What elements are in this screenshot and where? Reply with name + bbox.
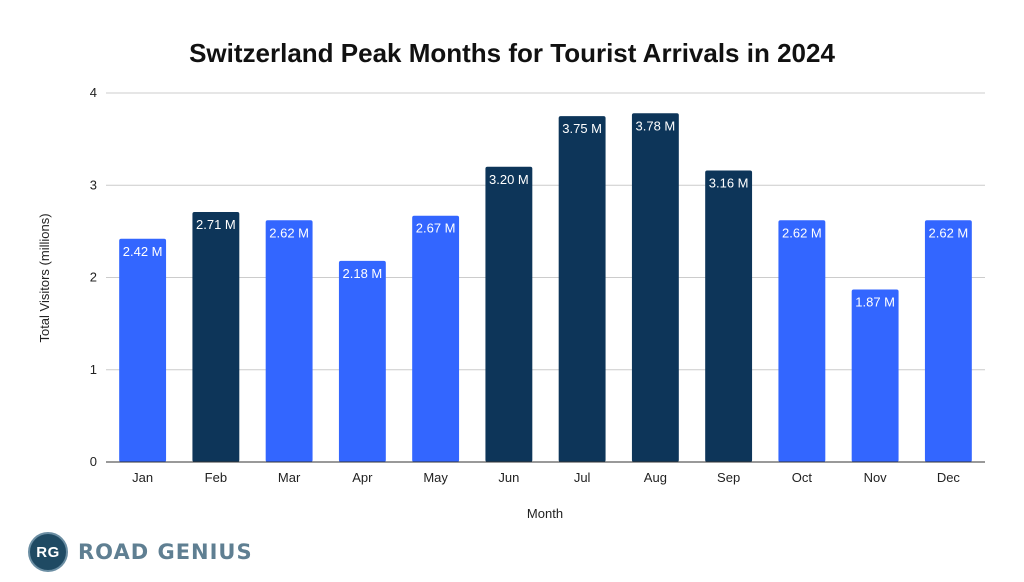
bar-value-label: 3.20 M bbox=[489, 172, 529, 187]
road-genius-logo: RG ROAD GENIUS bbox=[28, 530, 253, 574]
bar-value-label: 3.16 M bbox=[709, 175, 749, 190]
y-tick-label: 0 bbox=[90, 454, 97, 469]
bar-value-label: 2.62 M bbox=[269, 225, 309, 240]
x-tick-label: Jan bbox=[132, 470, 153, 485]
bar-feb bbox=[192, 212, 240, 462]
logo-badge: RG bbox=[28, 532, 68, 572]
y-tick-label: 1 bbox=[90, 362, 97, 377]
x-tick-label: Feb bbox=[205, 470, 227, 485]
bar-may bbox=[412, 215, 460, 462]
gridlines bbox=[106, 92, 985, 371]
bar-value-label: 2.67 M bbox=[416, 221, 456, 236]
bar-dec bbox=[924, 220, 972, 462]
x-tick-label: Dec bbox=[937, 470, 961, 485]
chart-title: Switzerland Peak Months for Tourist Arri… bbox=[189, 38, 835, 68]
x-tick-label: Apr bbox=[352, 470, 373, 485]
y-axis-ticks: 0 1 2 3 4 bbox=[90, 85, 97, 469]
bar-value-label: 2.42 M bbox=[123, 244, 163, 259]
bars: 2.42 M 2.71 M 2.62 M 2.18 M 2.67 M 3.20 M 3.75… bbox=[119, 113, 972, 463]
x-tick-label: Nov bbox=[864, 470, 888, 485]
bar-value-label: 1.87 M bbox=[855, 294, 895, 309]
bar-nov bbox=[851, 289, 899, 462]
bar-jun bbox=[485, 166, 533, 463]
bar-sep bbox=[705, 170, 753, 463]
x-axis-label: Month bbox=[527, 506, 563, 521]
x-tick-label: Jul bbox=[574, 470, 591, 485]
bar-value-label: 2.71 M bbox=[196, 217, 236, 232]
x-tick-label: Aug bbox=[644, 470, 667, 485]
x-tick-label: Sep bbox=[717, 470, 740, 485]
y-tick-label: 4 bbox=[90, 85, 97, 100]
bar-value-label: 2.62 M bbox=[929, 225, 969, 240]
bar-aug bbox=[631, 113, 679, 463]
bar-value-label: 3.78 M bbox=[636, 118, 676, 133]
bar-value-label: 3.75 M bbox=[562, 121, 602, 136]
x-tick-label: Mar bbox=[278, 470, 301, 485]
bar-value-label: 2.18 M bbox=[343, 266, 383, 281]
y-tick-label: 3 bbox=[90, 177, 97, 192]
y-axis-label: Total Visitors (millions) bbox=[37, 213, 52, 342]
y-tick-label: 2 bbox=[90, 270, 97, 285]
bar-mar bbox=[265, 220, 313, 462]
x-axis-ticks: Jan Feb Mar Apr May Jun Jul Aug Sep Oct Nov Dec bbox=[132, 470, 960, 485]
logo-text: ROAD GENIUS bbox=[78, 540, 253, 564]
x-tick-label: Jun bbox=[498, 470, 519, 485]
x-tick-label: Oct bbox=[792, 470, 813, 485]
bar-apr bbox=[338, 260, 386, 462]
x-tick-label: May bbox=[423, 470, 448, 485]
bar-jan bbox=[119, 238, 167, 462]
bar-value-label: 2.62 M bbox=[782, 225, 822, 240]
bar-oct bbox=[778, 220, 826, 462]
bar-jul bbox=[558, 116, 606, 462]
